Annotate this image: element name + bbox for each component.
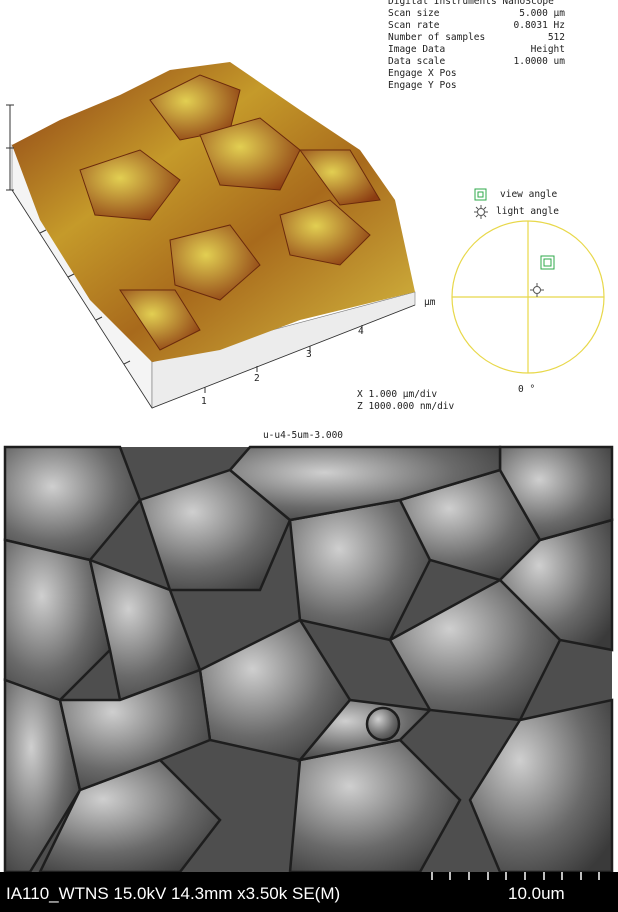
- sun-icon: [474, 205, 488, 219]
- sem-image: [0, 445, 618, 912]
- parameters: Scan size 5.000 µm Scan rate 0.8031 Hz Numbe…: [388, 8, 565, 91]
- angle-dial: [451, 220, 605, 374]
- legend-light-angle: light angle: [496, 206, 559, 217]
- angle: 0 °: [518, 384, 535, 395]
- afm-surface: [6, 62, 416, 410]
- parameter-label: Image Data: [388, 44, 445, 55]
- axis-tick-label: 3: [306, 349, 312, 360]
- parameter-label: Scan size: [388, 8, 440, 19]
- parameter-label: Scan rate: [388, 20, 440, 31]
- axis-tick-label: 2: [254, 373, 260, 384]
- filename: u-u4-5um-3.000: [263, 430, 343, 441]
- parameter-value: 0.8031 Hz: [514, 20, 565, 31]
- axis-tick-label: 4: [358, 326, 364, 337]
- sem-caption: IA110_WTNS 15.0kV 14.3mm x3.50k SE(M): [6, 884, 340, 903]
- parameter-label: Engage X Pos: [388, 68, 457, 79]
- parameter-value: 1.0000 um: [514, 56, 566, 67]
- legend-view-angle: view angle: [500, 189, 557, 200]
- scale-x: X 1.000 µm/div: [357, 389, 437, 400]
- axis-tick-label: 1: [201, 396, 207, 407]
- sem-scale-bar: 10.0um: [508, 884, 565, 903]
- axis-unit: µm: [424, 297, 436, 308]
- scale-z: Z 1000.000 nm/div: [357, 401, 455, 412]
- parameter-value: 512: [548, 32, 565, 43]
- parameter-label: Data scale: [388, 56, 445, 67]
- parameter-value: 5.000 µm: [519, 8, 565, 19]
- parameter-label: Engage Y Pos: [388, 80, 457, 91]
- parameter-label: Number of samples: [388, 32, 485, 43]
- instrument: Digital Instruments NanoScope: [388, 0, 554, 7]
- parameter-value: Height: [531, 44, 565, 55]
